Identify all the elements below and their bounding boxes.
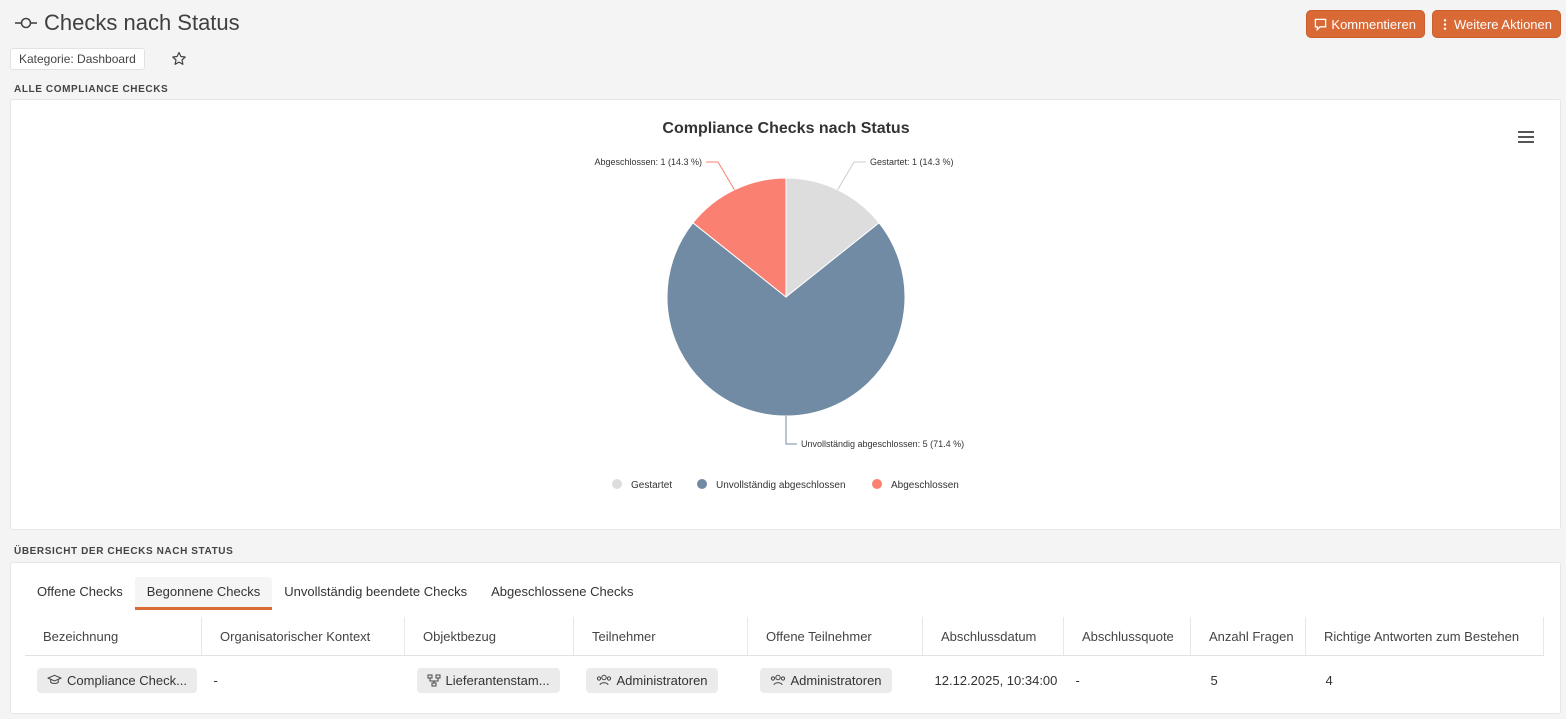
check-name-pill[interactable]: Compliance Check... xyxy=(37,667,197,693)
participants: Administratoren xyxy=(616,672,708,688)
chart-card: Compliance Checks nach Status Gestartet:… xyxy=(10,99,1561,530)
object-reference: Lieferantenstam... xyxy=(445,672,550,688)
users-icon xyxy=(770,674,785,686)
more-actions-button[interactable]: Weitere Aktionen xyxy=(1431,10,1561,38)
page-header: Checks nach Status xyxy=(14,10,240,36)
column-header[interactable]: Offene Teilnehmer xyxy=(747,617,923,656)
column-header[interactable]: Abschlussquote xyxy=(1063,617,1191,656)
legend-item-label[interactable]: Unvollständig abgeschlossen xyxy=(716,480,846,491)
data-label-connector xyxy=(706,161,735,191)
star-icon[interactable] xyxy=(171,51,187,67)
data-label-connector xyxy=(785,416,797,445)
page-title: Checks nach Status xyxy=(44,10,240,35)
commit-icon xyxy=(15,17,37,29)
check-name: Compliance Check... xyxy=(67,672,187,688)
status-tabs: Offene Checks Begonnene Checks Unvollstä… xyxy=(25,577,645,610)
legend-item-label[interactable]: Gestartet xyxy=(631,480,672,491)
comment-button-label: Kommentieren xyxy=(1331,16,1416,32)
pie-slice[interactable] xyxy=(692,177,787,299)
column-header[interactable]: Objektbezug xyxy=(404,617,574,656)
column-header[interactable]: Richtige Antworten zum Bestehen xyxy=(1305,617,1544,656)
legend-item-label[interactable]: Abgeschlossen xyxy=(891,480,959,491)
open-participants: Administratoren xyxy=(790,672,882,688)
tab-offene-checks[interactable]: Offene Checks xyxy=(37,584,123,599)
chart-title: Compliance Checks nach Status xyxy=(662,120,909,137)
participants-pill[interactable]: Administratoren xyxy=(585,667,718,693)
data-label: Unvollständig abgeschlossen: 5 (71.4 %) xyxy=(801,439,964,449)
table-header-row: Bezeichnung Organisatorischer Kontext Ob… xyxy=(25,617,1544,656)
legend-marker[interactable] xyxy=(697,479,707,489)
correct-answers-cell: 4 xyxy=(1325,672,1333,688)
meta-row: Kategorie: Dashboard xyxy=(10,48,187,70)
data-label: Gestartet: 1 (14.3 %) xyxy=(870,157,954,167)
open-participants-pill[interactable]: Administratoren xyxy=(759,667,892,693)
pie-slice[interactable] xyxy=(785,177,880,299)
question-count-cell: 5 xyxy=(1210,672,1218,688)
pie-slice[interactable] xyxy=(666,222,906,417)
header-actions: Kommentieren Weitere Aktionen xyxy=(1306,10,1561,38)
legend-marker[interactable] xyxy=(612,479,622,489)
checks-table: Bezeichnung Organisatorischer Kontext Ob… xyxy=(25,617,1544,704)
table-row[interactable]: Compliance Check... - Lieferantenstam... xyxy=(25,656,1544,705)
data-label-connector xyxy=(837,161,866,191)
column-header[interactable]: Teilnehmer xyxy=(573,617,748,656)
graduation-cap-icon xyxy=(47,674,62,684)
pie-chart: Compliance Checks nach Status Gestartet:… xyxy=(594,120,964,491)
column-header[interactable]: Organisatorischer Kontext xyxy=(201,617,405,656)
chart-section-label: ALLE COMPLIANCE CHECKS xyxy=(14,84,169,95)
object-reference-pill[interactable]: Lieferantenstam... xyxy=(416,667,560,693)
table-card: Offene Checks Begonnene Checks Unvollstä… xyxy=(10,562,1561,714)
tab-unvollstaendig-beendete-checks[interactable]: Unvollständig beendete Checks xyxy=(284,584,468,599)
completion-rate-cell: - xyxy=(1075,672,1080,688)
more-actions-label: Weitere Aktionen xyxy=(1453,16,1552,32)
column-header[interactable]: Abschlussdatum xyxy=(922,617,1064,656)
users-icon xyxy=(596,674,611,686)
table-section-label: ÜBERSICHT DER CHECKS NACH STATUS xyxy=(14,546,234,557)
column-header[interactable]: Anzahl Fragen xyxy=(1190,617,1306,656)
tab-abgeschlossene-checks[interactable]: Abgeschlossene Checks xyxy=(491,584,634,599)
tab-begonnene-checks[interactable]: Begonnene Checks xyxy=(134,577,273,610)
hierarchy-icon xyxy=(427,674,440,686)
category-chip[interactable]: Kategorie: Dashboard xyxy=(10,48,145,70)
data-label: Abgeschlossen: 1 (14.3 %) xyxy=(594,157,702,167)
column-header[interactable]: Bezeichnung xyxy=(25,617,202,656)
legend-marker[interactable] xyxy=(872,479,882,489)
completion-date-cell: 12.12.2025, 10:34:00 xyxy=(934,672,1058,688)
context-cell: - xyxy=(213,672,218,688)
chart-menu-icon[interactable] xyxy=(1518,130,1534,144)
vertical-dots-icon xyxy=(1443,18,1447,30)
comment-icon xyxy=(1315,18,1327,31)
comment-button[interactable]: Kommentieren xyxy=(1306,10,1425,38)
